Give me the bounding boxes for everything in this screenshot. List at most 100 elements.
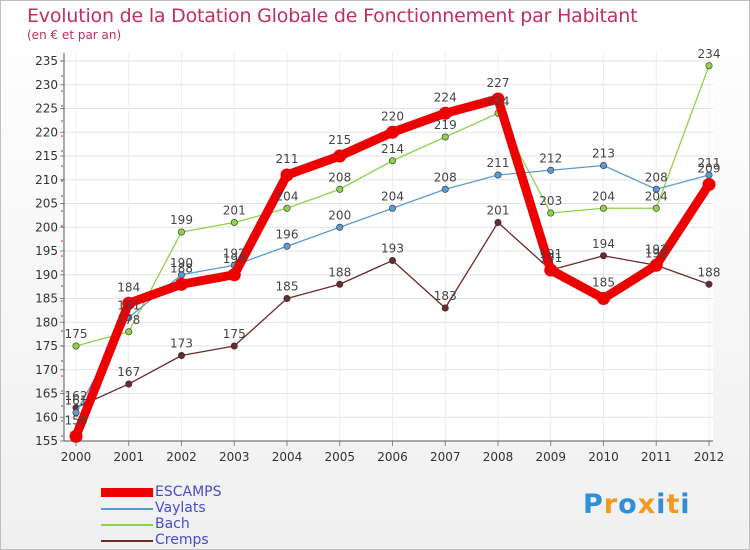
data-point-cremps <box>336 280 344 288</box>
data-label-cremps: 188 <box>698 265 721 279</box>
data-point-escamps <box>702 178 716 191</box>
x-tick-label: 2002 <box>166 450 197 464</box>
data-point-vaylats <box>441 185 449 193</box>
data-label-vaylats: 196 <box>276 227 299 241</box>
data-label-vaylats: 212 <box>539 151 562 165</box>
plot-area <box>64 53 713 441</box>
data-label-bach: 204 <box>276 189 299 203</box>
data-point-vaylats <box>283 242 291 250</box>
data-point-escamps <box>69 429 83 443</box>
data-label-cremps: 194 <box>592 237 615 251</box>
data-label-vaylats: 190 <box>170 256 193 270</box>
data-point-escamps <box>280 168 294 182</box>
y-tick-label: 200 <box>35 220 58 234</box>
series <box>69 62 716 443</box>
data-label-cremps: 162 <box>65 389 88 403</box>
data-point-cremps <box>283 294 291 302</box>
data-label-bach: 204 <box>645 189 668 203</box>
data-label-vaylats: 161 <box>65 394 88 408</box>
data-label-escamps: 192 <box>645 242 668 256</box>
legend-item-escamps: ESCAMPS <box>101 484 301 501</box>
data-point-vaylats <box>72 408 80 416</box>
legend-label-escamps: ESCAMPS <box>155 484 222 500</box>
legend-swatch-bach <box>101 524 153 526</box>
data-point-bach <box>230 219 238 227</box>
data-label-escamps: 209 <box>698 162 721 176</box>
data-label-escamps: 215 <box>328 133 351 147</box>
data-point-vaylats <box>336 223 344 231</box>
data-label-escamps: 188 <box>170 261 193 275</box>
y-tick-label: 205 <box>35 197 58 211</box>
data-label-vaylats: 208 <box>645 170 668 184</box>
data-labels: 1621671731751851881931832011911941921881… <box>65 47 721 428</box>
data-point-cremps <box>494 219 502 227</box>
data-point-bach <box>388 157 396 165</box>
y-tick-label: 210 <box>35 173 58 187</box>
data-point-vaylats <box>652 185 660 193</box>
x-tick-label: 2004 <box>272 450 303 464</box>
y-tick-label: 165 <box>35 387 58 401</box>
data-label-cremps: 193 <box>381 242 404 256</box>
data-label-bach: 203 <box>539 194 562 208</box>
legend-swatch-cremps <box>101 540 153 542</box>
data-point-bach <box>72 342 80 350</box>
y-tick-label: 160 <box>35 410 58 424</box>
chart-title: Evolution de la Dotation Globale de Fonc… <box>27 5 638 27</box>
data-label-escamps: 184 <box>117 280 140 294</box>
data-label-cremps: 175 <box>223 327 246 341</box>
data-point-vaylats <box>599 162 607 170</box>
data-label-bach: 175 <box>65 327 88 341</box>
data-label-cremps: 192 <box>645 246 668 260</box>
data-point-cremps <box>441 304 449 312</box>
x-tick-label: 2010 <box>588 450 619 464</box>
data-label-escamps: 191 <box>539 247 562 261</box>
data-label-bach: 204 <box>592 189 615 203</box>
data-label-vaylats: 213 <box>592 147 615 161</box>
legend-swatch-vaylats <box>101 508 153 510</box>
data-point-vaylats <box>388 204 396 212</box>
data-label-bach: 219 <box>434 118 457 132</box>
proxiti-logo: Proxiti <box>583 489 691 520</box>
data-label-vaylats: 204 <box>381 189 404 203</box>
legend-label-bach: Bach <box>155 516 190 532</box>
data-point-bach <box>178 228 186 236</box>
x-tick-label: 2000 <box>61 450 92 464</box>
data-point-cremps <box>599 252 607 260</box>
data-point-bach <box>441 133 449 141</box>
x-tick-label: 2001 <box>113 450 144 464</box>
grid <box>64 53 713 442</box>
data-point-bach <box>125 328 133 336</box>
y-tick-label: 225 <box>35 102 58 116</box>
data-label-escamps: 227 <box>487 76 510 90</box>
data-label-escamps: 220 <box>381 109 404 123</box>
data-label-bach: 234 <box>698 47 721 61</box>
y-tick-label: 195 <box>35 244 58 258</box>
legend-label-cremps: Cremps <box>155 532 209 548</box>
data-label-bach: 199 <box>170 213 193 227</box>
data-label-bach: 201 <box>223 204 246 218</box>
x-tick-label: 2009 <box>535 450 566 464</box>
data-label-cremps: 201 <box>487 204 510 218</box>
data-label-vaylats: 200 <box>328 208 351 222</box>
y-tick-label: 170 <box>35 363 58 377</box>
legend-label-vaylats: Vaylats <box>155 500 206 516</box>
x-tick-label: 2011 <box>641 450 672 464</box>
data-point-bach <box>547 209 555 217</box>
logo-text: Proxiti <box>583 489 691 520</box>
legend-item-cremps: Cremps <box>101 532 301 549</box>
legend-item-vaylats: Vaylats <box>101 500 301 517</box>
data-point-escamps <box>175 277 188 291</box>
data-point-vaylats <box>547 166 555 174</box>
legend-swatch-escamps <box>101 488 153 497</box>
data-label-cremps: 188 <box>328 265 351 279</box>
data-label-bach: 224 <box>487 94 510 108</box>
y-tick-label: 180 <box>35 315 58 329</box>
data-point-escamps <box>122 296 136 310</box>
data-label-cremps: 191 <box>539 251 562 265</box>
data-point-vaylats <box>494 171 502 179</box>
x-tick-label: 2006 <box>377 450 408 464</box>
data-label-vaylats: 181 <box>117 299 140 313</box>
data-point-escamps <box>227 268 241 282</box>
